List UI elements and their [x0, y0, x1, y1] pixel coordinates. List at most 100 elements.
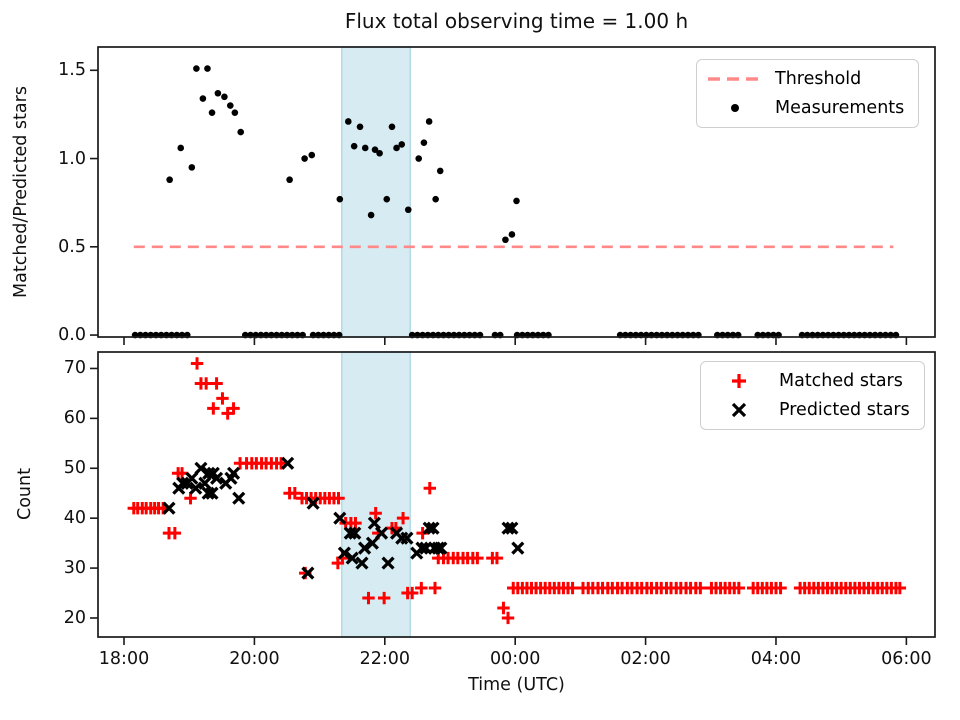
measurements-dot-swatch — [707, 102, 763, 114]
matched-star-point — [471, 551, 484, 565]
predicted-star-point — [198, 476, 212, 490]
predicted-star-point — [355, 556, 369, 570]
y-tick-label: 60 — [63, 408, 86, 429]
measurement-point — [415, 155, 423, 162]
x-tick-label: 22:00 — [359, 649, 411, 669]
matched-star-point — [566, 581, 579, 595]
measurement-point — [502, 236, 509, 244]
x-tick-label: 06:00 — [881, 649, 932, 669]
matched-star-point — [423, 482, 436, 495]
matched-star-point — [416, 526, 429, 540]
x-tick-label: 02:00 — [620, 649, 671, 669]
legend-label-measurements: Measurements — [775, 98, 905, 118]
y-tick-label: 40 — [63, 508, 86, 529]
predicted-star-point — [348, 526, 362, 540]
axes-spine — [97, 351, 936, 638]
legend-label-threshold: Threshold — [775, 69, 862, 89]
star-count-plot — [90, 351, 936, 645]
measurement-point — [177, 144, 185, 152]
matched-star-point — [168, 526, 182, 540]
predicted-star-point — [306, 496, 320, 510]
y-tick-label: 0.0 — [58, 325, 86, 346]
measurement-point — [404, 206, 412, 214]
measurement-point — [344, 118, 352, 125]
measurement-point — [188, 164, 196, 171]
matched-star-point — [694, 581, 707, 595]
observing-window-band — [340, 46, 412, 338]
matched-star-point — [732, 581, 746, 595]
y-tick-label: 70 — [63, 358, 86, 379]
x-tick-label: 00:00 — [489, 649, 541, 669]
measurement-point — [356, 123, 364, 131]
predicted-star-point — [415, 541, 429, 555]
legend-item-measurements: Measurements — [707, 98, 904, 118]
matched-star-point — [428, 581, 442, 595]
measurement-point — [286, 176, 293, 184]
predicted-star-point — [333, 511, 347, 525]
measurement-point — [221, 93, 228, 101]
matched-star-point — [199, 377, 213, 390]
chart-title: Flux total observing time = 1.00 h — [344, 9, 689, 33]
x-tick-label: 20:00 — [229, 649, 280, 669]
predicted-star-point — [434, 541, 448, 555]
y-tick-label: 20 — [63, 607, 86, 628]
matched-star-point — [332, 492, 345, 505]
measurement-point — [425, 118, 433, 125]
measurement-point — [398, 141, 406, 148]
predicted-star-point — [201, 486, 215, 500]
matched-star-point — [774, 581, 787, 595]
x-tick-label: 04:00 — [750, 649, 802, 669]
predicted-star-point — [202, 466, 216, 480]
measurement-point — [166, 176, 173, 184]
measurement-point — [193, 65, 200, 72]
bottom-y-axis-label: Count — [15, 468, 35, 520]
predicted-star-point — [226, 466, 241, 480]
predicted-star-point — [426, 521, 440, 535]
measurement-point — [432, 195, 439, 203]
legend-bottom: Matched stars Predicted stars — [700, 361, 925, 430]
predicted-star-point — [358, 541, 372, 555]
measurement-point — [436, 167, 444, 175]
predicted-star-point — [337, 546, 351, 560]
predicted-star-point — [185, 471, 199, 485]
measurement-point — [513, 197, 520, 205]
matched-stars-plus-swatch — [711, 373, 767, 389]
matched-star-point — [490, 551, 504, 565]
measurement-point — [508, 231, 516, 238]
legend-item-threshold: Threshold — [707, 69, 904, 89]
matched-star-point — [349, 516, 362, 530]
predicted-star-point — [501, 521, 515, 535]
measurement-point — [301, 155, 308, 162]
measurement-point — [336, 195, 344, 203]
matched-star-point — [207, 402, 220, 415]
y-tick-label: 30 — [63, 558, 86, 579]
matched-star-point — [227, 402, 240, 415]
predicted-star-point — [232, 491, 246, 505]
predicted-star-point — [400, 531, 414, 545]
matched-star-point — [405, 586, 419, 600]
measurement-point — [237, 128, 245, 136]
predicted-star-point — [210, 471, 224, 485]
matched-star-point — [377, 591, 391, 605]
legend-label-predicted-stars: Predicted stars — [779, 400, 910, 420]
top-y-axis-label: Matched/Predicted stars — [11, 86, 31, 298]
matched-star-point — [190, 357, 204, 370]
observing-window-band — [340, 351, 412, 638]
flux-ratio-plot — [90, 46, 936, 345]
y-tick-label: 1.0 — [58, 148, 86, 169]
y-tick-label: 1.5 — [58, 60, 86, 81]
measurement-point — [376, 149, 383, 157]
predicted-star-point — [162, 501, 176, 515]
predicted-star-point — [205, 486, 219, 500]
matched-star-point — [501, 611, 515, 625]
matched-star-point — [362, 591, 375, 605]
measurement-point — [393, 144, 400, 152]
measurement-point — [367, 211, 375, 219]
measurement-point — [371, 146, 379, 154]
x-tick-label: 18:00 — [98, 649, 150, 669]
matched-star-point — [497, 601, 510, 615]
star-count-plot-canvas — [90, 351, 936, 645]
matched-star-point — [415, 581, 428, 595]
axes-spine — [97, 46, 936, 338]
